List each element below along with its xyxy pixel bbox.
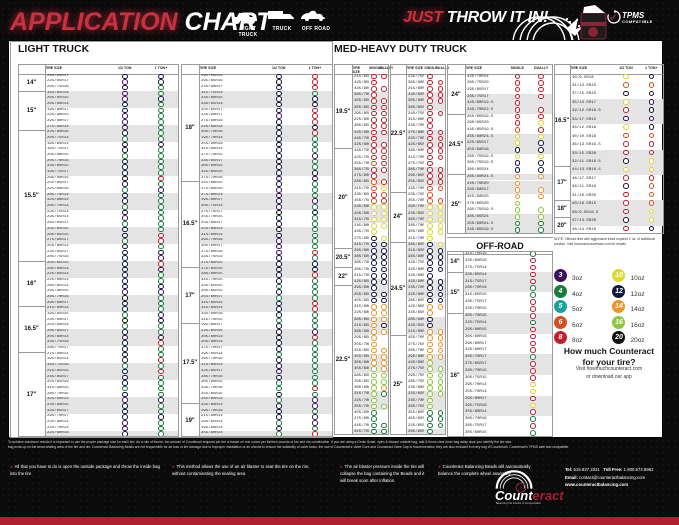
svg-text:Counteract: Counteract xyxy=(495,488,564,503)
svg-text:Balancing the wheels of transp: Balancing the wheels of transportation xyxy=(496,501,542,505)
